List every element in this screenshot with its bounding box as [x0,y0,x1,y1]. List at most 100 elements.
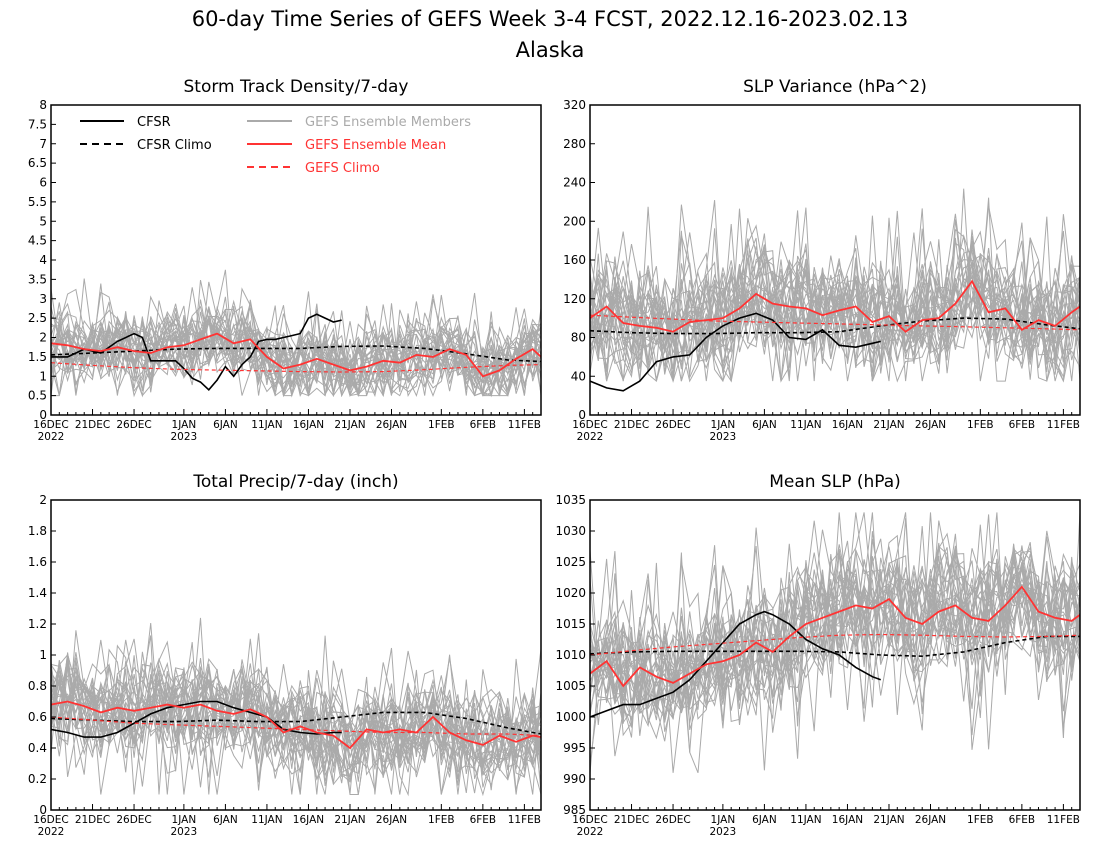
ensemble-members-precip [51,617,541,797]
y-tick-label-storm-track: 1 [39,369,47,383]
x-tick-label-mean-slp: 21DEC [614,814,649,826]
panel-storm-track: Storm Track Density/7-day 0 0.5 1 1.5 2 2.5 3 3.… [28,77,542,443]
panel-title-precip: Total Precip/7-day (inch) [192,472,398,492]
ensemble-member-line [590,188,1080,383]
y-tick-label-storm-track: 0 [39,408,47,422]
legend-label-cfsr-climo: CFSR Climo [137,138,212,153]
ensemble-members-slp-variance [590,188,1080,384]
x-tick-label-storm-track: 26JAN [376,419,407,431]
x-tick-label-mean-slp: 11FEB [1047,814,1080,826]
y-tick-label-precip: 0 [39,803,47,817]
ensemble-member-line [51,644,541,788]
x-tick-label-precip: 21DEC [75,814,110,826]
ensemble-member-line [51,283,541,398]
y-tick-label-slp-variance: 80 [571,331,586,345]
y-tick-label-slp-variance: 160 [563,253,586,267]
ensemble-member-line [51,313,541,397]
x-tick-label-precip: 21JAN [334,814,365,826]
x-year-label-slp-variance: 2022 [577,431,604,443]
y-tick-label-storm-track: 3.5 [28,272,47,286]
panel-mean-slp: Mean SLP (hPa) 985 990 995 1000 1005 1010 1015 1… [555,472,1081,838]
figure-title: 60-day Time Series of GEFS Week 3-4 FCST… [192,7,909,31]
x-tick-label-slp-variance: 11JAN [790,419,821,431]
x-tick-label-slp-variance: 6JAN [752,419,777,431]
x-tick-label-storm-track: 6FEB [470,419,497,431]
x-year-label-precip: 2023 [171,826,198,838]
x-tick-label-mean-slp: 1JAN [711,814,736,826]
x-tick-label-mean-slp: 26JAN [915,814,946,826]
y-tick-label-mean-slp: 1035 [555,493,586,507]
x-tick-label-storm-track: 11FEB [508,419,541,431]
x-tick-label-slp-variance: 16DEC [572,419,607,431]
x-tick-label-mean-slp: 16DEC [572,814,607,826]
y-tick-label-storm-track: 3 [39,292,47,306]
x-tick-label-mean-slp: 21JAN [873,814,904,826]
ensemble-member-line [51,306,541,396]
legend: CFSR CFSR Climo GEFS Ensemble Members GE… [80,115,471,176]
y-tick-label-storm-track: 6 [39,176,47,190]
panel-title-slp-variance: SLP Variance (hPa^2) [743,77,927,97]
y-tick-label-precip: 1 [39,648,47,662]
ensemble-member-line [590,512,1080,753]
y-tick-label-mean-slp: 1015 [555,617,586,631]
ensemble-member-line [590,548,1080,759]
y-tick-label-precip: 2 [39,493,47,507]
ensemble-member-line [590,233,1080,382]
x-tick-label-slp-variance: 21DEC [614,419,649,431]
ensemble-member-line [590,545,1080,773]
x-tick-label-slp-variance: 21JAN [873,419,904,431]
x-year-label-storm-track: 2023 [171,431,198,443]
legend-label-ensemble-members: GEFS Ensemble Members [305,115,471,130]
ensemble-member-line [590,200,1080,384]
y-tick-label-precip: 0.8 [28,679,47,693]
legend-label-cfsr: CFSR [137,115,171,130]
ensemble-member-line [51,300,541,398]
y-tick-label-mean-slp: 1020 [555,586,586,600]
y-tick-label-slp-variance: 120 [563,292,586,306]
y-tick-label-slp-variance: 240 [563,176,586,190]
panel-precip: Total Precip/7-day (inch)00.20.40.60.811… [28,472,542,838]
ensemble-member-line [590,213,1080,382]
y-tick-label-precip: 1.4 [28,586,47,600]
x-tick-label-storm-track: 6JAN [213,419,238,431]
y-tick-label-slp-variance: 0 [578,408,586,422]
x-year-label-slp-variance: 2023 [710,431,737,443]
y-tick-label-slp-variance: 40 [571,369,586,383]
x-year-label-mean-slp: 2023 [710,826,737,838]
y-tick-label-mean-slp: 985 [563,803,586,817]
series-gefs-climo-storm-track [51,362,541,373]
x-tick-label-precip: 1JAN [172,814,197,826]
y-tick-label-mean-slp: 1010 [555,648,586,662]
ensemble-member-line [590,216,1080,382]
y-tick-label-mean-slp: 1005 [555,679,586,693]
x-tick-label-storm-track: 1FEB [428,419,455,431]
ensemble-member-line [51,617,541,791]
y-tick-label-storm-track: 1.5 [28,350,47,364]
x-tick-label-storm-track: 21JAN [334,419,365,431]
y-tick-label-slp-variance: 280 [563,137,586,151]
y-tick-label-storm-track: 4.5 [28,234,47,248]
y-tick-label-storm-track: 2.5 [28,311,47,325]
y-tick-label-slp-variance: 320 [563,98,586,112]
y-tick-label-mean-slp: 1000 [555,710,586,724]
legend-label-ensemble-mean: GEFS Ensemble Mean [305,138,446,153]
ensemble-member-line [51,304,541,396]
x-tick-label-slp-variance: 26JAN [915,419,946,431]
x-tick-label-precip: 6FEB [470,814,497,826]
y-tick-label-mean-slp: 995 [563,741,586,755]
x-tick-label-precip: 11FEB [508,814,541,826]
x-tick-label-slp-variance: 11FEB [1047,419,1080,431]
x-tick-label-slp-variance: 26DEC [655,419,690,431]
y-tick-label-precip: 0.4 [28,741,47,755]
ensemble-member-line [590,524,1080,729]
series-gefs-climo-mean-slp [590,633,1080,656]
series-gefs-ensemble-mean-mean-slp [590,585,1080,688]
series-cfsr-climo-precip [51,711,541,735]
ensemble-member-line [51,657,541,795]
x-tick-label-precip: 26JAN [376,814,407,826]
x-tick-label-slp-variance: 6FEB [1009,419,1036,431]
x-tick-label-precip: 26DEC [116,814,151,826]
y-tick-label-precip: 1.8 [28,524,47,538]
ensemble-member-line [51,639,541,795]
